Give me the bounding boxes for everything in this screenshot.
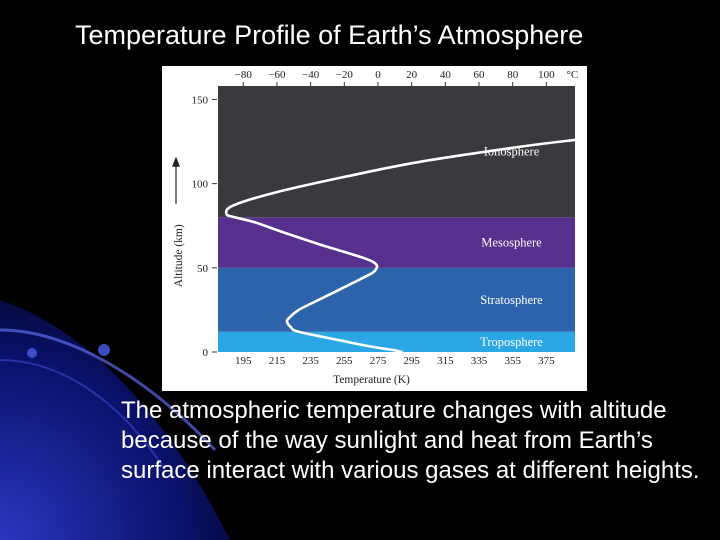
- x-tick-label-c: 60: [474, 69, 486, 81]
- x-tick-label-c: 0: [375, 69, 381, 81]
- layer-band-stratosphere: [218, 267, 575, 332]
- y-tick-label: 50: [197, 263, 209, 275]
- y-tick-label: 100: [192, 179, 209, 191]
- x-tick-label-k: 275: [370, 355, 387, 367]
- x-tick-label-c: 100: [538, 69, 555, 81]
- layer-band-ionosphere: [218, 86, 575, 218]
- layer-band-troposphere: [218, 331, 575, 352]
- bullet-dot-decoration: [27, 348, 37, 358]
- x-tick-label-k: 315: [437, 355, 454, 367]
- layer-label-stratosphere: Stratosphere: [480, 293, 543, 307]
- swoosh-decoration: [0, 359, 166, 471]
- x-tick-label-k: 215: [269, 355, 286, 367]
- x-tick-label-k: 375: [538, 355, 555, 367]
- x-tick-label-c: −20: [336, 69, 354, 81]
- x-tick-label-c: 20: [406, 69, 418, 81]
- x-tick-label-k: 235: [302, 355, 319, 367]
- swoosh-decoration: [0, 328, 217, 452]
- y-tick-label: 0: [203, 347, 209, 359]
- temperature-profile-line: [224, 138, 577, 354]
- layer-label-ionosphere: Ionosphere: [484, 145, 540, 159]
- x-tick-label-k: 255: [336, 355, 353, 367]
- layer-label-troposphere: Troposphere: [480, 335, 543, 349]
- slide-title: Temperature Profile of Earth’s Atmospher…: [75, 20, 584, 50]
- slide-caption: The atmospheric temperature changes with…: [121, 397, 700, 484]
- x-tick-label-k: 355: [504, 355, 521, 367]
- x-tick-label-c: −40: [302, 69, 320, 81]
- x-tick-label-c: −80: [235, 69, 253, 81]
- x-tick-label-k: 295: [403, 355, 420, 367]
- x-unit-top-label: °C: [566, 69, 578, 81]
- chart-svg: Troposphere Stratosphere Mesosphere Ionosph…: [172, 69, 578, 386]
- y-tick-label: 150: [192, 94, 209, 106]
- layer-label-mesosphere: Mesosphere: [481, 236, 542, 250]
- x-axis-title: Temperature (K): [333, 374, 410, 386]
- temperature-profile-chart: Troposphere Stratosphere Mesosphere Ionosph…: [162, 66, 587, 391]
- layer-band-mesosphere: [218, 217, 575, 268]
- x-tick-label-c: −60: [268, 69, 286, 81]
- y-axis-arrow-head: [172, 156, 180, 167]
- x-tick-label-c: 80: [507, 69, 518, 81]
- x-tick-label-k: 335: [471, 355, 488, 367]
- bullet-dot-decoration: [98, 344, 110, 356]
- y-axis-title: Altitude (km): [173, 224, 185, 287]
- x-tick-label-k: 195: [235, 355, 252, 367]
- x-tick-label-c: 40: [440, 69, 452, 81]
